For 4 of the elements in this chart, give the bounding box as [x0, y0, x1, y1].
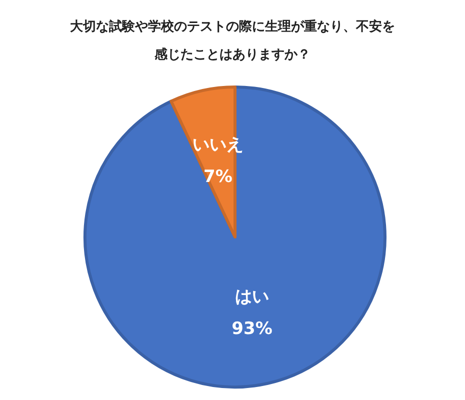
slice-label: はい	[235, 287, 270, 308]
data-label: 93%	[232, 319, 272, 340]
data-label: 7%	[204, 166, 232, 187]
chart-title: 大切な試験や学校のテストの際に生理が重なり、不安を感じたことはありますか？	[70, 18, 395, 62]
